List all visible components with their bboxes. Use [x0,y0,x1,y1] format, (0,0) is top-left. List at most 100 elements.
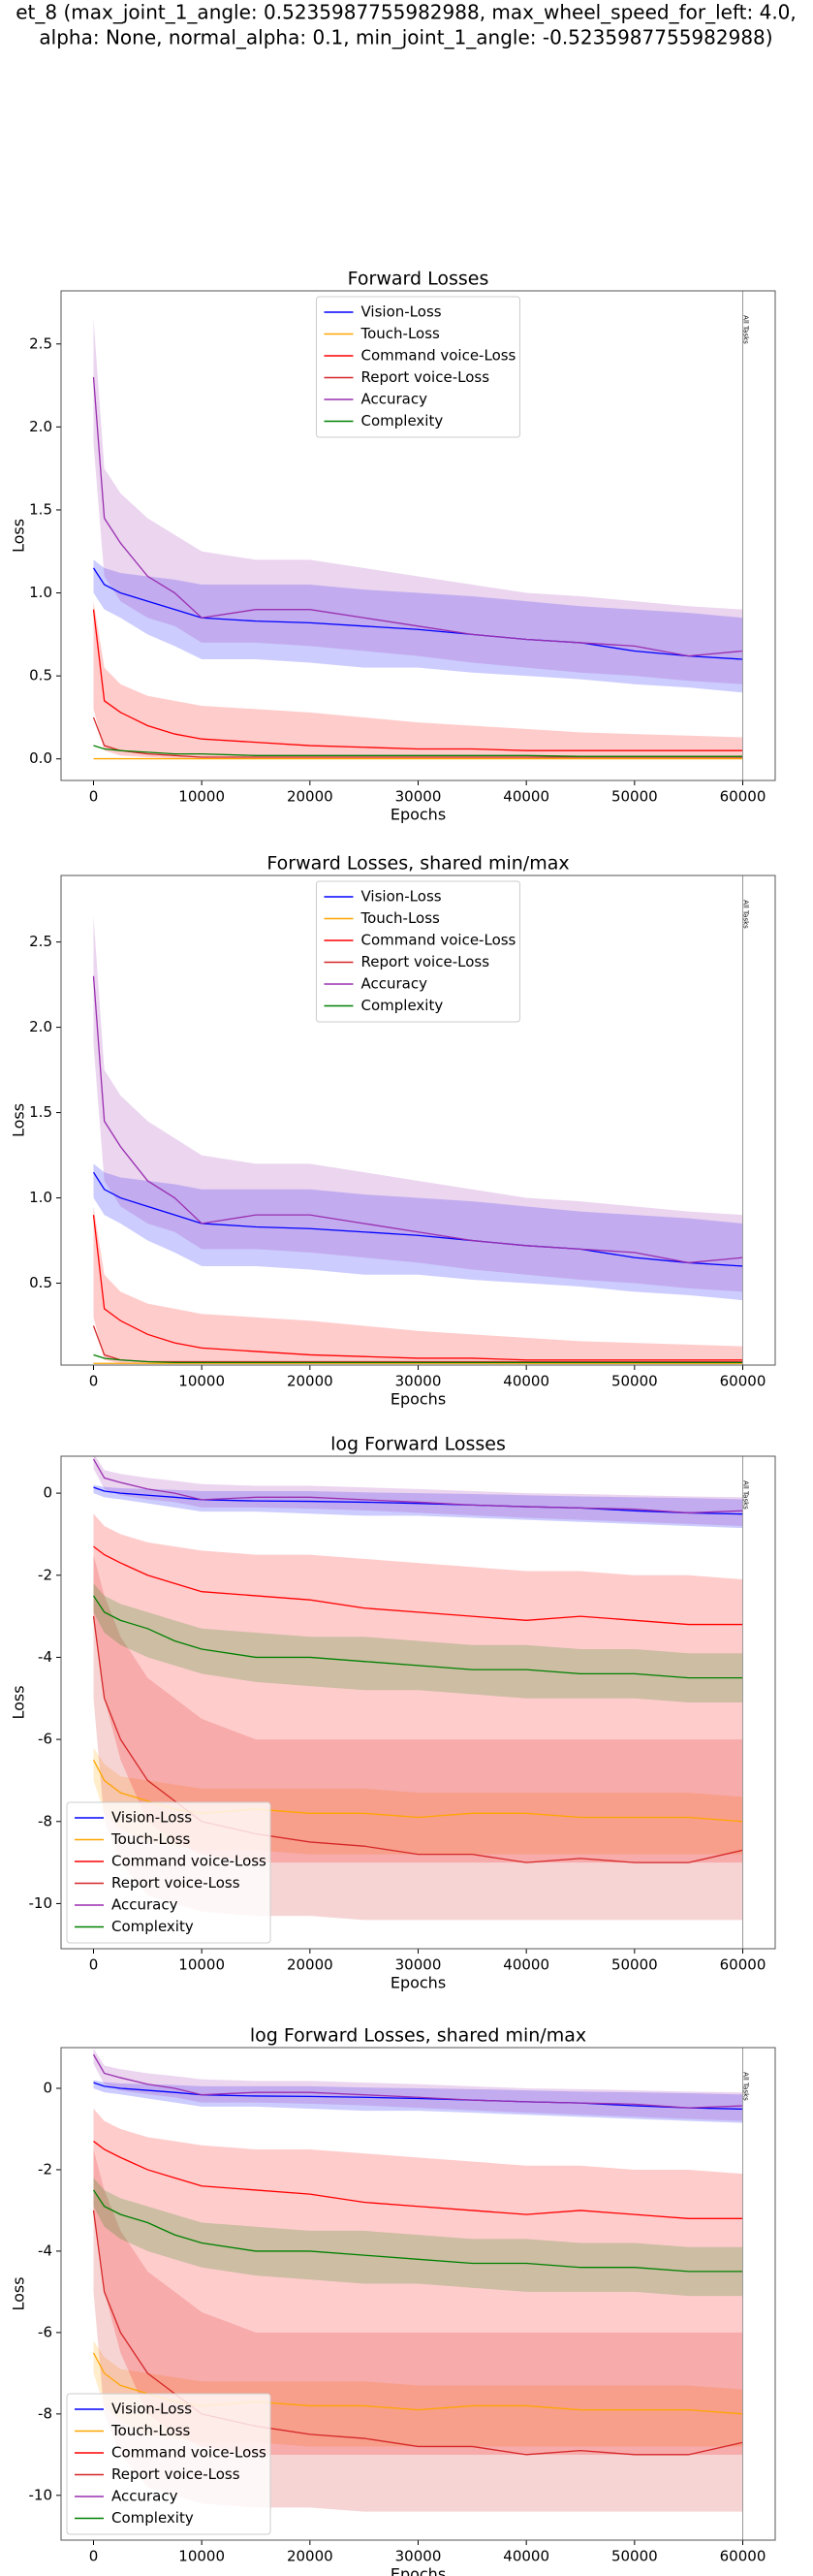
x-tick-label: 20000 [287,788,333,806]
series-line [93,1545,743,1626]
series-line [92,1458,743,1514]
y-tick-label: 2.5 [29,334,52,352]
y-tick-label: 1.5 [29,1103,52,1121]
x-tick-label: 30000 [395,788,442,806]
legend-label: Accuracy [361,975,428,993]
x-tick-label: 10000 [178,2548,225,2565]
legend-label: Accuracy [111,1896,178,1914]
x-tick-label: 50000 [611,1373,658,1390]
legend-label: Report voice-Loss [111,2465,240,2483]
legend-label: Report voice-Loss [361,368,490,386]
y-tick-label: -10 [29,2486,53,2503]
x-tick-label: 30000 [395,1956,442,1974]
axes-frame [60,290,776,781]
x-axis-label: Epochs [391,1974,446,1992]
annotation-text: All Tasks [742,2072,750,2101]
suptitle: alpha: None, normal_alpha: 0.1, min_join… [39,26,772,49]
legend-label: Accuracy [361,391,428,408]
legend-label: Vision-Loss [361,888,442,906]
series-line [92,2210,743,2456]
legend-label: Vision-Loss [111,2401,192,2418]
band [93,319,743,684]
x-tick-label: 10000 [178,1373,225,1390]
series-line [93,2141,743,2219]
legend-label: Accuracy [111,2488,178,2505]
legend-label: Complexity [111,2509,194,2527]
y-tick-label: -4 [38,2242,52,2259]
y-tick-label: -2 [38,2160,52,2178]
x-axis-label: Epochs [391,2565,446,2576]
band [93,916,743,1292]
series-line [92,2189,743,2273]
legend-label: Touch-Loss [360,325,441,342]
y-tick-label: -6 [38,1731,52,1748]
y-tick-label: 0.5 [29,667,52,684]
legend-label: Complexity [361,412,444,429]
y-tick-label: -6 [38,2323,52,2340]
series-line [92,376,743,657]
y-axis-label: Loss [10,1103,28,1137]
legend-label: Touch-Loss [360,909,441,927]
series-line [92,1595,743,1679]
x-tick-label: 60000 [720,2548,766,2565]
y-tick-label: 1.5 [29,500,52,518]
chart-title: log Forward Losses [330,1434,506,1455]
legend-label: Complexity [361,997,444,1014]
band [93,1513,743,1863]
y-tick-label: -4 [38,1648,52,1666]
series-line [92,1171,743,1267]
axes-frame [60,875,776,1366]
plot-area [92,916,743,1364]
legend-label: Vision-Loss [111,1809,192,1827]
x-tick-label: 60000 [720,788,766,806]
x-tick-label: 0 [89,1956,99,1974]
annotation-text: All Tasks [742,315,750,344]
y-axis-label: Loss [10,2276,28,2310]
y-tick-label: 0 [43,2079,52,2096]
legend-label: Command voice-Loss [111,1853,266,1870]
x-tick-label: 0 [89,2548,99,2565]
chart-title: log Forward Losses, shared min/max [250,2025,586,2047]
x-tick-label: 0 [89,788,99,806]
x-tick-label: 50000 [611,2548,658,2565]
y-tick-label: 1.0 [29,1189,52,1206]
series-line [92,609,743,751]
x-axis-label: Epochs [391,1390,446,1409]
x-tick-label: 20000 [287,2548,333,2565]
y-tick-label: 2.5 [29,933,52,950]
series-line [92,1759,743,1823]
x-tick-label: 30000 [395,2548,442,2565]
x-tick-label: 40000 [503,2548,549,2565]
y-tick-label: 2.0 [29,1018,52,1035]
legend-box [316,880,520,1023]
legend-label: Vision-Loss [361,303,442,321]
x-tick-label: 0 [89,1373,99,1390]
x-tick-label: 40000 [503,788,549,806]
band [93,1583,743,1702]
suptitle: et_8 (max_joint_1_angle: 0.5235987755982… [16,1,797,24]
series-line [92,567,743,660]
chart-title: Forward Losses [348,269,489,290]
x-axis-label: Epochs [391,806,446,824]
series-line [92,716,743,758]
band [93,2108,743,2455]
series-line [92,1215,743,1361]
x-tick-label: 10000 [178,1956,225,1974]
y-tick-label: 0.0 [29,749,52,767]
x-tick-label: 60000 [720,1373,766,1390]
plot-area [92,1456,743,1921]
y-axis-label: Loss [10,1685,28,1719]
band [93,1206,743,1364]
x-tick-label: 60000 [720,1956,766,1974]
band [93,1484,743,1529]
y-tick-label: 2.0 [29,418,52,435]
x-tick-label: 40000 [503,1956,549,1974]
legend-box [316,296,520,438]
y-tick-label: 1.0 [29,584,52,601]
plot-area [92,319,743,760]
band [93,601,743,758]
series-line [93,745,743,757]
annotation-text: All Tasks [742,1480,750,1510]
legend-label: Report voice-Loss [361,953,490,970]
